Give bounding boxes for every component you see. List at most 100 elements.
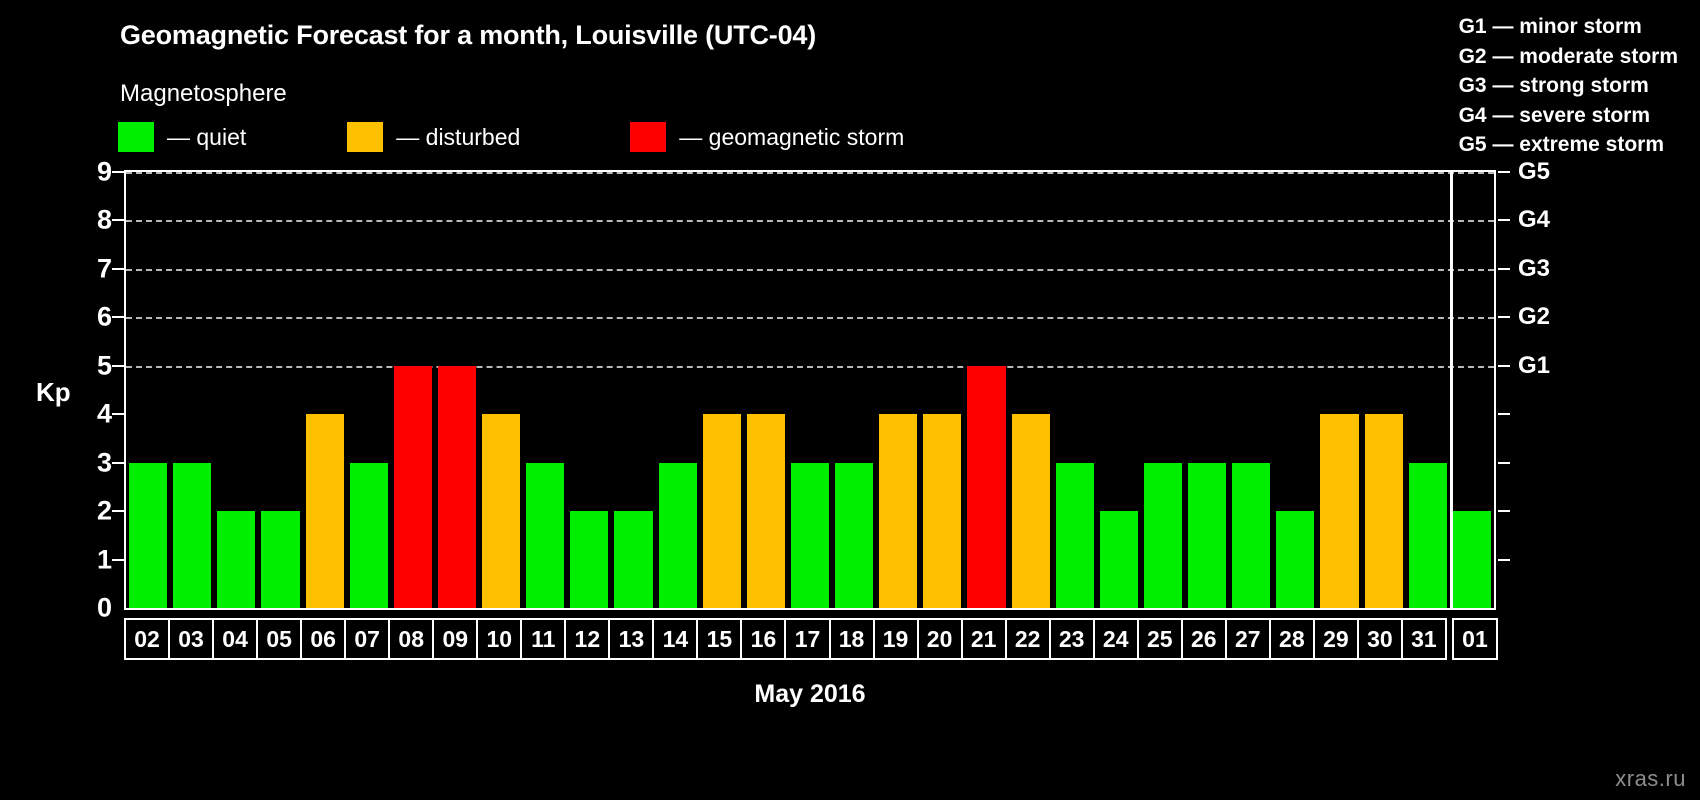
day-label-25[interactable]: 25 — [1136, 618, 1183, 660]
orange-square-icon — [347, 122, 384, 152]
bar-cell[interactable] — [303, 172, 347, 608]
day-label-06[interactable]: 06 — [300, 618, 347, 660]
day-label-24[interactable]: 24 — [1092, 618, 1139, 660]
day-label-23[interactable]: 23 — [1048, 618, 1095, 660]
bar-cell[interactable] — [435, 172, 479, 608]
red-square-icon — [630, 122, 667, 152]
day-label-31[interactable]: 31 — [1400, 618, 1447, 660]
g-legend-line: G2 — moderate storm — [1458, 44, 1678, 68]
day-label-26[interactable]: 26 — [1180, 618, 1227, 660]
bar-cell[interactable] — [1450, 172, 1494, 608]
day-label-10[interactable]: 10 — [476, 618, 523, 660]
day-label-27[interactable]: 27 — [1224, 618, 1271, 660]
bar-30 — [1364, 414, 1403, 608]
bar-cell[interactable] — [523, 172, 567, 608]
bar-15 — [702, 414, 741, 608]
x-axis-day-labels: 02 03 04 05 06 07 08 09 10 11 12 13 14 15 16 17 18 19 20 21… — [124, 618, 1498, 660]
bar-20 — [923, 414, 962, 608]
day-label-04[interactable]: 04 — [212, 618, 259, 660]
bar-cell[interactable] — [1097, 172, 1141, 608]
bar-cell[interactable] — [1053, 172, 1097, 608]
bar-cell[interactable] — [1317, 172, 1361, 608]
day-label-14[interactable]: 14 — [652, 618, 699, 660]
y-tick-label: 7 — [96, 253, 112, 284]
green-square-icon — [118, 122, 154, 152]
bar-cell[interactable] — [832, 172, 876, 608]
bar-cell[interactable] — [920, 172, 964, 608]
day-label-13[interactable]: 13 — [608, 618, 655, 660]
g-tick-label: G2 — [1518, 303, 1551, 331]
day-label-02[interactable]: 02 — [124, 618, 171, 660]
day-label-20[interactable]: 20 — [916, 618, 963, 660]
y-tick-mark — [112, 219, 124, 222]
y-tick-mark — [112, 510, 124, 513]
g-tick-label: G3 — [1518, 254, 1551, 282]
bar-cell[interactable] — [1185, 172, 1229, 608]
day-label-21[interactable]: 21 — [960, 618, 1007, 660]
bar-cell[interactable] — [744, 172, 788, 608]
day-label-01[interactable]: 01 — [1451, 618, 1498, 660]
day-label-16[interactable]: 16 — [740, 618, 787, 660]
bar-cell[interactable] — [1229, 172, 1273, 608]
bar-cell[interactable] — [567, 172, 611, 608]
y-tick-label: 2 — [96, 495, 112, 526]
bar-cell[interactable] — [876, 172, 920, 608]
bar-09 — [437, 365, 476, 608]
legend-item-geomagneticstorm: — geomagnetic storm — [630, 122, 904, 152]
day-label-30[interactable]: 30 — [1356, 618, 1403, 660]
bar-16 — [746, 414, 785, 608]
bar-cell[interactable] — [479, 172, 523, 608]
g-tick-label: G5 — [1518, 158, 1551, 185]
day-label-19[interactable]: 19 — [872, 618, 919, 660]
bar-19 — [879, 414, 918, 608]
bar-13 — [614, 511, 653, 608]
bar-cell[interactable] — [1362, 172, 1406, 608]
day-label-18[interactable]: 18 — [828, 618, 875, 660]
bar-11 — [526, 462, 565, 608]
day-label-28[interactable]: 28 — [1268, 618, 1315, 660]
day-label-05[interactable]: 05 — [256, 618, 303, 660]
bar-cell[interactable] — [391, 172, 435, 608]
day-label-11[interactable]: 11 — [520, 618, 567, 660]
day-label-15[interactable]: 15 — [696, 618, 743, 660]
bar-cell[interactable] — [126, 172, 170, 608]
g-axis-minor-tick — [1498, 510, 1510, 513]
y-tick-mark — [112, 413, 124, 416]
bar-cell[interactable] — [1406, 172, 1450, 608]
gridline — [126, 220, 1494, 223]
bar-12 — [570, 511, 609, 608]
y-tick-mark — [112, 316, 124, 319]
g-legend-line: G3 — strong storm — [1458, 74, 1649, 97]
bar-31 — [1408, 462, 1447, 608]
day-label-03[interactable]: 03 — [168, 618, 215, 660]
bar-cell[interactable] — [611, 172, 655, 608]
day-label-08[interactable]: 08 — [388, 618, 435, 660]
gridline — [126, 268, 1494, 271]
bar-26 — [1188, 462, 1227, 608]
bar-cell[interactable] — [1273, 172, 1317, 608]
day-label-07[interactable]: 07 — [344, 618, 391, 660]
day-label-22[interactable]: 22 — [1004, 618, 1051, 660]
bar-04 — [217, 511, 256, 608]
bar-cell[interactable] — [170, 172, 214, 608]
bar-cell[interactable] — [1141, 172, 1185, 608]
bar-cell[interactable] — [1009, 172, 1053, 608]
bar-cell[interactable] — [788, 172, 832, 608]
bar-cell[interactable] — [656, 172, 700, 608]
day-label-12[interactable]: 12 — [564, 618, 611, 660]
legend-item-label: — disturbed — [396, 123, 521, 150]
bar-cell[interactable] — [214, 172, 258, 608]
y-tick-label: 0 — [96, 592, 112, 623]
day-label-09[interactable]: 09 — [432, 618, 479, 660]
bar-cell[interactable] — [700, 172, 744, 608]
g-tick-mark — [1498, 267, 1510, 270]
legend-item-label: — geomagnetic storm — [679, 123, 905, 150]
bar-cell[interactable] — [964, 172, 1008, 608]
bar-cell[interactable] — [258, 172, 302, 608]
g-axis-minor-tick — [1498, 461, 1510, 464]
day-label-29[interactable]: 29 — [1312, 618, 1359, 660]
gridline — [126, 172, 1494, 174]
g-tick-mark — [1498, 316, 1510, 319]
bar-cell[interactable] — [347, 172, 391, 608]
day-label-17[interactable]: 17 — [784, 618, 831, 660]
